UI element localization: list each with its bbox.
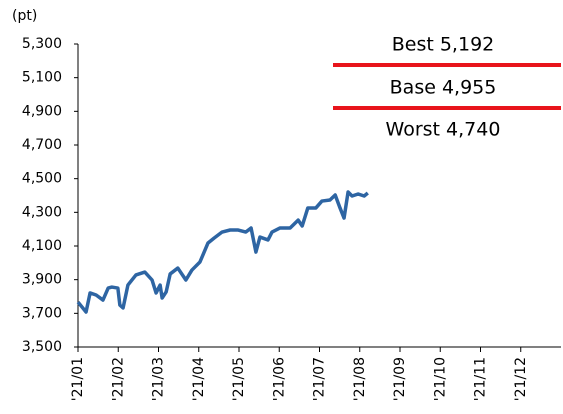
x-tick-label: '21/07 <box>312 357 328 401</box>
x-tick-label: '21/08 <box>352 357 368 401</box>
x-tick-label: '21/04 <box>191 357 207 401</box>
y-tick-label: 5,300 <box>22 36 62 52</box>
y-tick-label: 4,300 <box>22 204 62 220</box>
y-tick-label: 4,700 <box>22 137 62 153</box>
y-tick-label: 4,900 <box>22 103 62 119</box>
x-tick-label: '21/11 <box>473 357 489 401</box>
annotation: Worst 4,740 <box>386 119 501 141</box>
x-tick-label: '21/01 <box>70 357 86 401</box>
y-tick-label: 5,100 <box>22 70 62 86</box>
y-tick-label: 3,900 <box>22 272 62 288</box>
y-tick-label: 4,500 <box>22 171 62 187</box>
x-tick-label: '21/02 <box>110 357 126 401</box>
x-tick-label: '21/03 <box>151 357 167 401</box>
x-tick-label: '21/10 <box>432 357 448 401</box>
x-tick-label: '21/09 <box>392 357 408 401</box>
y-tick-label: 3,700 <box>22 305 62 321</box>
line-series <box>76 190 369 314</box>
x-tick-label: '21/06 <box>271 357 287 401</box>
x-tick-label: '21/12 <box>513 357 529 401</box>
y-tick-label: 3,500 <box>22 339 62 355</box>
y-unit-label: (pt) <box>12 8 37 24</box>
x-tick-label: '21/05 <box>231 357 247 401</box>
annotation: Best 5,192 <box>392 34 495 56</box>
annotation: Base 4,955 <box>390 77 497 99</box>
y-tick-label: 4,100 <box>22 238 62 254</box>
